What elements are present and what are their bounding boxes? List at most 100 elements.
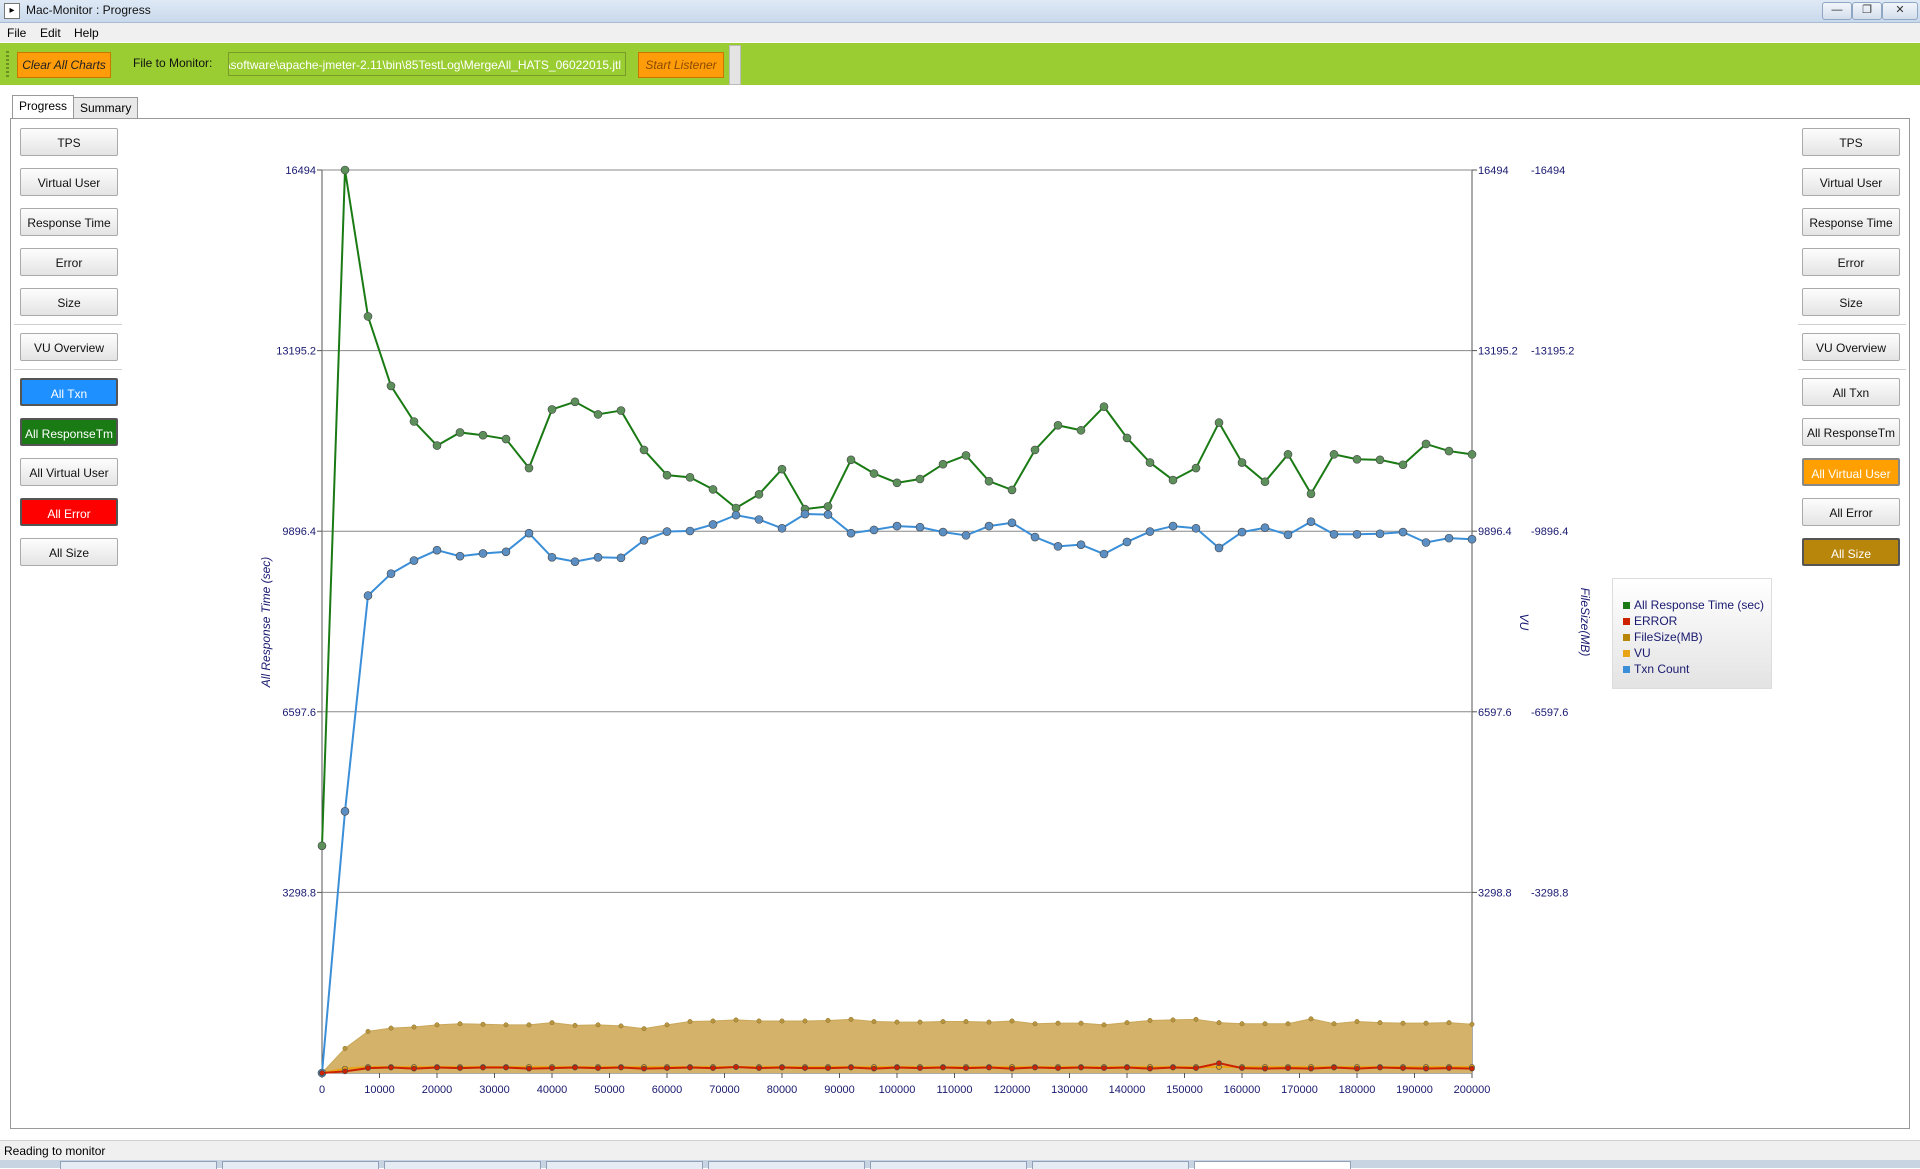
- right-all-error-button[interactable]: All Error: [1802, 498, 1900, 526]
- error-point: [1239, 1065, 1245, 1071]
- y-tick-label-vu: 16494: [1478, 165, 1509, 177]
- x-tick-label: 10000: [364, 1084, 395, 1096]
- right-all-virtual-user-button[interactable]: All Virtual User: [1802, 458, 1900, 486]
- all-response-time-sec-point: [1306, 489, 1316, 499]
- all-response-time-sec-point: [846, 455, 856, 465]
- filesize-mb-point: [388, 1025, 394, 1031]
- y-tick-label-filesize: -9896.4: [1531, 526, 1568, 538]
- error-point: [319, 1070, 325, 1076]
- right-tps-button[interactable]: TPS: [1802, 128, 1900, 156]
- file-to-monitor-label: File to Monitor:: [133, 56, 213, 70]
- left-tps-button[interactable]: TPS: [20, 128, 118, 156]
- all-response-time-sec-point: [547, 405, 557, 414]
- filesize-mb-point: [1101, 1022, 1107, 1028]
- start-listener-button[interactable]: Start Listener: [638, 52, 724, 78]
- all-response-time-sec-point: [340, 165, 350, 175]
- left-all-error-button[interactable]: All Error: [20, 498, 118, 526]
- status-text: Reading to monitor: [4, 1144, 106, 1158]
- progress-chart: 3298.8 3298.8 -3298.8 6597.6 6597.6 -6597.6 98…: [259, 165, 1592, 1096]
- tab-summary[interactable]: Summary: [73, 97, 139, 118]
- all-response-time-sec-point: [915, 474, 925, 484]
- left-all-responsetm-button[interactable]: All ResponseTm: [20, 418, 118, 446]
- restore-button[interactable]: ❐: [1852, 2, 1882, 20]
- left-vu-overview-button[interactable]: VU Overview: [20, 333, 118, 361]
- right-response-time-button[interactable]: Response Time: [1802, 208, 1900, 236]
- left-virtual-user-button[interactable]: Virtual User: [20, 168, 118, 196]
- error-point: [1469, 1065, 1475, 1072]
- left-response-time-button[interactable]: Response Time: [20, 208, 118, 236]
- txn-count-point: [1168, 521, 1178, 531]
- txn-count-point: [984, 521, 994, 531]
- taskbar-item[interactable]: [384, 1161, 541, 1169]
- all-response-time-sec-point: [524, 463, 534, 473]
- error-point: [1032, 1064, 1038, 1071]
- taskbar-item[interactable]: [546, 1161, 703, 1169]
- menu-edit[interactable]: Edit: [40, 26, 61, 40]
- error-point: [1354, 1065, 1360, 1072]
- right-all-responsetm-button[interactable]: All ResponseTm: [1802, 418, 1900, 446]
- left-all-virtual-user-button[interactable]: All Virtual User: [20, 458, 118, 486]
- filesize-mb-point: [963, 1019, 969, 1024]
- filesize-mb-point: [871, 1019, 877, 1024]
- right-vu-overview-button[interactable]: VU Overview: [1802, 333, 1900, 361]
- left-all-txn-button[interactable]: All Txn: [20, 378, 118, 406]
- error-point: [894, 1064, 900, 1071]
- taskbar: [0, 1160, 1920, 1169]
- left-all-size-button[interactable]: All Size: [20, 538, 118, 566]
- x-tick-label: 90000: [824, 1084, 855, 1096]
- filesize-mb-point: [365, 1028, 371, 1034]
- tab-progress[interactable]: Progress: [12, 95, 75, 119]
- legend-swatch: [1623, 618, 1630, 626]
- filesize-mb-point: [1285, 1021, 1291, 1027]
- clear-all-charts-button[interactable]: Clear All Charts: [17, 52, 111, 78]
- taskbar-item[interactable]: [222, 1161, 379, 1169]
- error-point: [664, 1065, 670, 1071]
- left-size-button[interactable]: Size: [20, 288, 118, 316]
- all-response-time-sec-point: [1122, 433, 1132, 443]
- left-separator-1: [14, 324, 122, 325]
- minimize-button[interactable]: —: [1822, 2, 1852, 20]
- taskbar-item[interactable]: [1032, 1161, 1189, 1169]
- close-button[interactable]: ✕: [1882, 2, 1918, 20]
- error-point: [1262, 1065, 1268, 1072]
- toolbar-overflow-button[interactable]: [729, 45, 741, 85]
- filesize-mb-point: [1400, 1020, 1406, 1026]
- txn-count-point: [1122, 537, 1132, 547]
- txn-count-point: [455, 551, 465, 561]
- txn-count-point: [1053, 542, 1063, 551]
- txn-count-point: [1375, 529, 1385, 539]
- error-point: [641, 1065, 647, 1072]
- legend-label: ERROR: [1634, 614, 1678, 628]
- file-to-monitor-input[interactable]: C:\software\apache-jmeter-2.11\bin\85Tes…: [228, 52, 626, 76]
- error-point: [825, 1065, 831, 1071]
- left-error-button[interactable]: Error: [20, 248, 118, 276]
- x-tick-label: 150000: [1166, 1084, 1203, 1096]
- menu-help[interactable]: Help: [74, 26, 99, 40]
- right-size-button[interactable]: Size: [1802, 288, 1900, 316]
- all-response-time-sec-point: [386, 381, 396, 391]
- right-virtual-user-button[interactable]: Virtual User: [1802, 168, 1900, 196]
- taskbar-item[interactable]: [870, 1161, 1027, 1169]
- txn-count-point: [731, 510, 741, 520]
- y-tick-label: 6597.6: [282, 707, 316, 719]
- error-point: [710, 1065, 716, 1071]
- x-tick-label: 20000: [422, 1084, 453, 1096]
- menu-file[interactable]: File: [7, 26, 27, 40]
- toolbar-grip[interactable]: [6, 51, 9, 77]
- all-response-time-sec-point: [1329, 450, 1339, 459]
- right-all-size-button[interactable]: All Size: [1802, 538, 1900, 566]
- all-response-time-sec-point: [1237, 458, 1247, 467]
- right-all-txn-button[interactable]: All Txn: [1802, 378, 1900, 406]
- right-error-button[interactable]: Error: [1802, 248, 1900, 276]
- status-bar: Reading to monitor: [0, 1140, 1920, 1161]
- taskbar-item-active[interactable]: [1194, 1161, 1351, 1169]
- filesize-mb-point: [1009, 1018, 1015, 1024]
- filesize-mb-point: [1216, 1020, 1222, 1026]
- all-response-time-sec-point: [1076, 425, 1086, 435]
- y-tick-label-vu: 3298.8: [1478, 887, 1512, 899]
- error-point: [1147, 1065, 1153, 1072]
- txn-count-point: [1306, 517, 1316, 526]
- taskbar-item[interactable]: [708, 1161, 865, 1169]
- taskbar-item[interactable]: [60, 1161, 217, 1169]
- legend-item: Txn Count: [1623, 662, 1689, 676]
